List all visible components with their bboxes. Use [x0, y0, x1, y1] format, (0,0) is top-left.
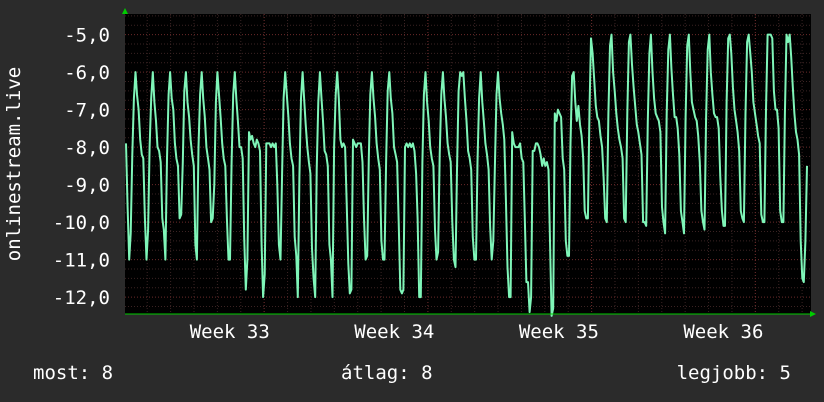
stat-average: átlag: 8: [341, 362, 433, 384]
x-tick-labels: Week 33 Week 34 Week 35 Week 36: [190, 321, 764, 343]
y-tick-label: -7,0: [64, 100, 110, 122]
y-tick-label: -9,0: [64, 175, 110, 197]
x-tick-label: Week 36: [683, 321, 763, 343]
x-tick-label: Week 33: [190, 321, 270, 343]
axes: [122, 8, 816, 317]
y-tick-label: -10,0: [53, 212, 110, 234]
y-tick-label: -6,0: [64, 62, 110, 84]
y-tick-label: -5,0: [64, 25, 110, 47]
y-tick-label: -8,0: [64, 137, 110, 159]
x-tick-label: Week 35: [519, 321, 599, 343]
x-tick-label: Week 34: [354, 321, 434, 343]
plot-area: [125, 14, 811, 314]
y-axis-arrow: [122, 8, 128, 14]
series-line: [125, 33, 808, 317]
stat-current: most: 8: [33, 362, 114, 384]
y-tick-label: -11,0: [53, 250, 110, 272]
y-axis-label: onlinestream.live: [3, 67, 25, 261]
x-axis-arrow: [810, 311, 816, 317]
stat-best: legjobb: 5: [676, 362, 791, 384]
y-tick-labels: -5,0 -6,0 -7,0 -8,0 -9,0 -10,0 -11,0 -12,0: [53, 25, 110, 310]
y-tick-label: -12,0: [53, 287, 110, 309]
